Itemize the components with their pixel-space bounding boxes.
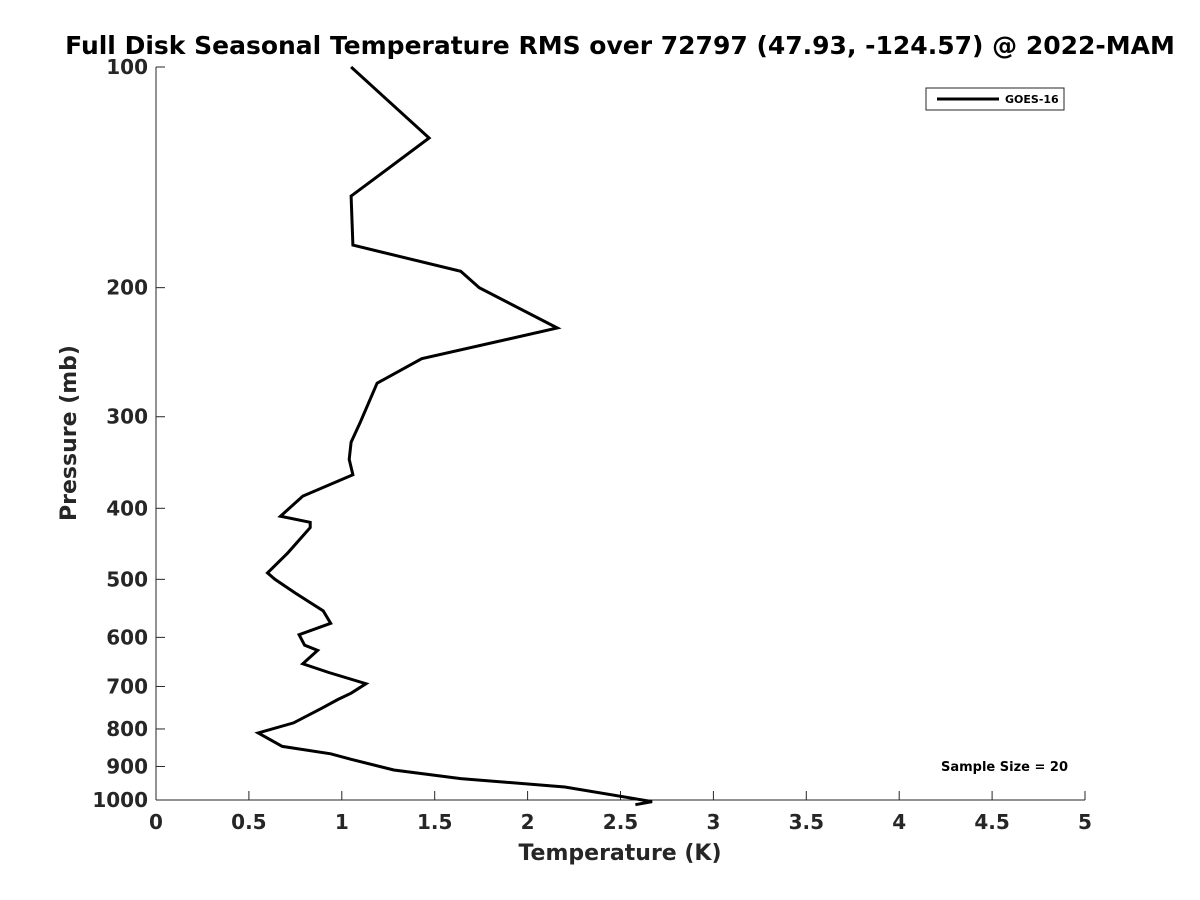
y-tick-label: 1000 — [92, 788, 148, 812]
y-tick-label: 100 — [106, 55, 148, 79]
x-tick-label: 4 — [892, 810, 906, 834]
y-tick-label: 300 — [106, 405, 148, 429]
x-axis-ticks: 0 0.5 1 1.5 2 2.5 3 3.5 4 4.5 5 — [149, 791, 1092, 834]
legend: GOES-16 — [925, 87, 1065, 111]
x-tick-label: 4.5 — [974, 810, 1009, 834]
y-tick-label: 500 — [106, 567, 148, 591]
legend-label-goes-16: GOES-16 — [1005, 93, 1059, 106]
y-tick-label: 200 — [106, 276, 148, 300]
x-tick-label: 0 — [149, 810, 163, 834]
series-group — [254, 65, 653, 807]
y-tick-label: 400 — [106, 496, 148, 520]
x-tick-label: 1 — [335, 810, 349, 834]
x-tick-label: 1.5 — [417, 810, 452, 834]
y-axis-ticks: 100 200 300 400 500 600 700 800 900 1000 — [92, 55, 165, 812]
chart-title: Full Disk Seasonal Temperature RMS over … — [65, 31, 1175, 60]
x-tick-label: 3 — [706, 810, 720, 834]
x-tick-label: 3.5 — [789, 810, 824, 834]
x-tick-label: 5 — [1078, 810, 1092, 834]
y-tick-label: 700 — [106, 674, 148, 698]
sample-size-annotation: Sample Size = 20 — [941, 760, 1068, 775]
x-axis-label: Temperature (K) — [518, 841, 721, 866]
y-tick-label: 800 — [106, 717, 148, 741]
plot-area — [156, 67, 1085, 800]
x-tick-label: 2 — [521, 810, 535, 834]
x-tick-label: 0.5 — [231, 810, 266, 834]
x-tick-label: 2.5 — [603, 810, 638, 834]
y-tick-label: 600 — [106, 625, 148, 649]
series-line-goes-16 — [254, 65, 653, 807]
y-tick-label: 900 — [106, 754, 148, 778]
y-axis-label: Pressure (mb) — [57, 345, 82, 521]
